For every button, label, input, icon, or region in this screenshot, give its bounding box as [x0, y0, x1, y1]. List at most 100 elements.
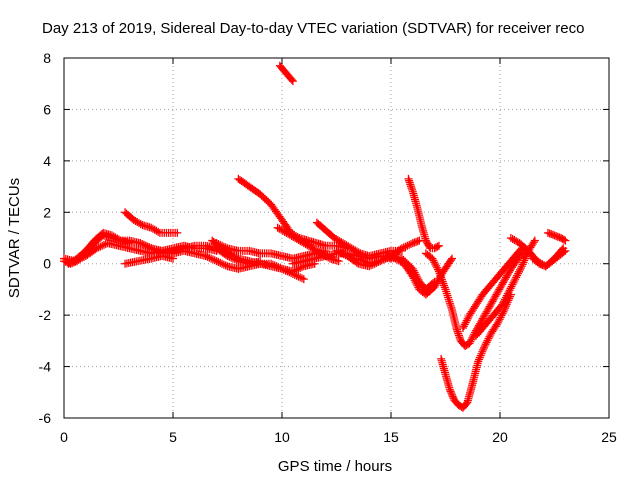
data-point: [492, 290, 501, 299]
data-point: [444, 295, 453, 304]
data-point: [434, 265, 443, 274]
data-point: [463, 314, 472, 323]
y-tick-label: -2: [39, 307, 52, 323]
data-point: [448, 254, 457, 263]
data-point: [431, 281, 440, 290]
data-point: [435, 269, 444, 278]
data-point: [446, 387, 455, 396]
data-point: [495, 315, 504, 324]
data-point: [478, 314, 487, 323]
data-point: [475, 353, 484, 362]
data-point: [406, 240, 415, 248]
data-point: [136, 220, 145, 229]
data-point: [341, 251, 350, 260]
data-point: [466, 337, 475, 346]
data-point: [489, 295, 498, 304]
data-point: [474, 357, 483, 366]
y-tick-label: -6: [39, 410, 52, 426]
data-point: [290, 270, 299, 279]
data-point: [409, 274, 418, 283]
data-point: [337, 249, 346, 258]
data-point: [288, 270, 297, 278]
data-point: [149, 245, 158, 254]
data-point: [201, 252, 210, 260]
data-point: [396, 245, 405, 254]
data-point: [297, 274, 306, 283]
data-point: [482, 338, 491, 347]
data-point: [530, 236, 539, 245]
series-track-s: [458, 244, 526, 332]
data-point: [287, 75, 296, 84]
data-point: [505, 286, 514, 295]
series-track-v: [528, 246, 570, 271]
data-point: [399, 243, 408, 252]
data-point: [467, 335, 476, 344]
data-point: [203, 252, 212, 261]
data-point: [482, 307, 491, 316]
data-point: [433, 242, 442, 251]
data-point: [521, 254, 530, 263]
data-point: [91, 245, 100, 254]
data-point: [444, 293, 453, 302]
data-point: [169, 254, 177, 263]
series-track-g: [208, 236, 308, 284]
data-point: [357, 256, 366, 265]
series-track-x: [275, 61, 297, 86]
data-point: [147, 244, 156, 253]
data-point: [561, 236, 570, 245]
x-tick-label: 25: [601, 429, 617, 445]
data-point: [477, 349, 486, 358]
data-point: [434, 241, 443, 250]
data-point: [476, 318, 485, 326]
data-point: [491, 292, 500, 301]
data-point: [98, 241, 107, 250]
data-point: [484, 304, 493, 313]
data-point: [332, 246, 341, 255]
series-track-w: [543, 228, 570, 245]
data-point: [292, 271, 301, 280]
data-point: [445, 297, 454, 306]
y-tick-label: 2: [43, 204, 51, 220]
data-point: [506, 284, 515, 293]
data-point: [154, 247, 163, 256]
data-point: [514, 267, 523, 276]
series-track-t: [472, 236, 539, 340]
data-point: [478, 347, 487, 356]
data-point: [446, 299, 455, 308]
data-point: [498, 309, 507, 318]
data-point: [296, 273, 305, 282]
data-point: [559, 248, 568, 257]
y-tick-label: 0: [43, 256, 51, 272]
data-point: [219, 242, 228, 251]
data-point: [503, 289, 512, 298]
data-point: [287, 269, 296, 278]
data-point: [221, 261, 230, 270]
data-point: [475, 355, 484, 364]
data-point: [442, 289, 451, 298]
data-point: [446, 256, 455, 265]
data-point: [477, 316, 486, 325]
y-tick-label: -4: [39, 359, 52, 375]
data-point: [518, 260, 527, 269]
series-track-o: [382, 252, 457, 299]
x-tick-label: 15: [383, 429, 399, 445]
data-point: [496, 283, 505, 292]
data-point: [529, 238, 538, 247]
data-point: [521, 252, 530, 261]
data-point: [218, 241, 227, 250]
x-tick-label: 0: [60, 429, 68, 445]
data-point: [218, 259, 227, 268]
data-point: [512, 273, 521, 282]
data-point: [440, 283, 449, 292]
data-point: [511, 275, 520, 284]
data-point: [559, 235, 568, 244]
data-point: [440, 281, 449, 290]
data-point: [401, 242, 410, 251]
data-point: [493, 318, 502, 327]
y-axis-label: SDTVAR / TECUs: [6, 178, 23, 298]
data-point: [519, 258, 528, 267]
data-point: [432, 279, 441, 288]
series-track-p: [404, 174, 443, 253]
data-point: [212, 239, 221, 248]
